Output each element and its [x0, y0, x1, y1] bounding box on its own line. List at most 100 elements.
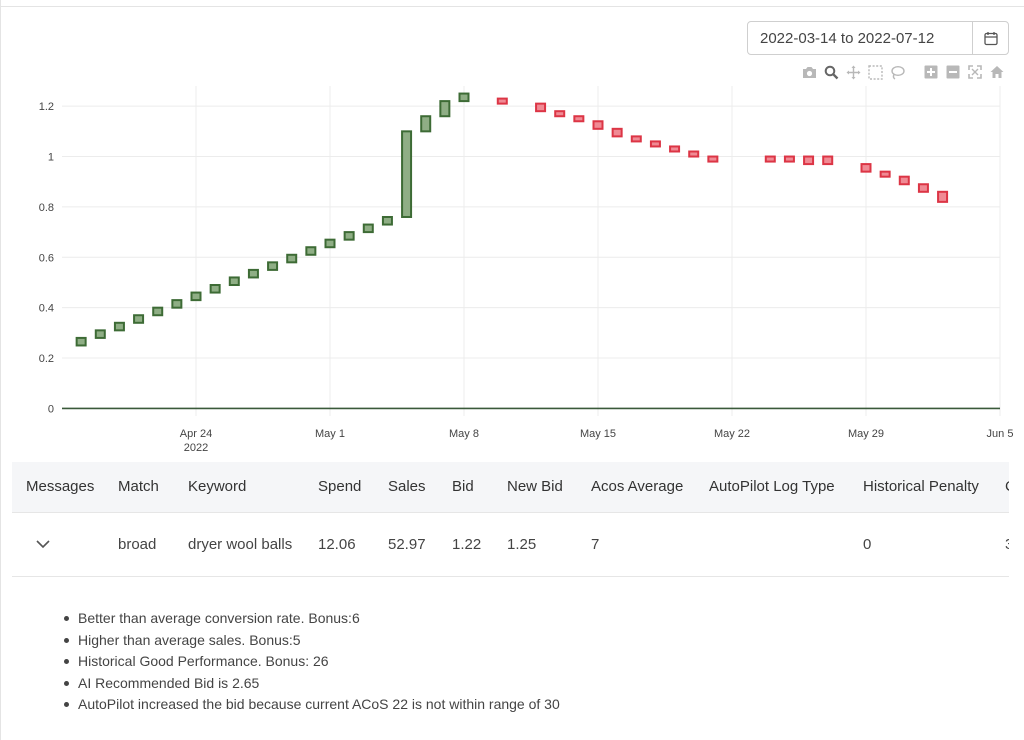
- candles: [75, 92, 949, 347]
- log-table: Messages Match Keyword Spend Sales Bid N…: [12, 462, 1009, 577]
- reset-axes-icon[interactable]: [989, 64, 1005, 80]
- messages-cell: [12, 512, 104, 576]
- candle-increasing: [228, 276, 240, 287]
- candle-decreasing: [535, 102, 547, 113]
- spend-cell: 12.06: [318, 535, 356, 553]
- bid-messages-list: Better than average conversion rate. Bon…: [62, 608, 560, 716]
- list-item: Higher than average sales. Bonus:5: [62, 630, 560, 652]
- y-tick-label: 0.6: [39, 252, 54, 264]
- x-tick-label: May 22: [714, 428, 750, 440]
- column-header-c[interactable]: C: [991, 462, 1009, 513]
- candle-decreasing: [898, 175, 910, 186]
- list-item: Better than average conversion rate. Bon…: [62, 608, 560, 630]
- top-divider: [0, 6, 1024, 7]
- candle-increasing: [209, 284, 221, 294]
- y-tick-label: 1.2: [39, 101, 54, 113]
- table-header-row: Messages Match Keyword Spend Sales Bid N…: [12, 462, 1009, 513]
- candle-increasing: [75, 336, 87, 347]
- candle-increasing: [152, 306, 164, 317]
- x-tick-label: May 8: [449, 428, 479, 440]
- candle-decreasing: [860, 163, 872, 173]
- historical-penalty-cell: 0: [863, 535, 872, 553]
- row-expand-button[interactable]: [26, 539, 50, 549]
- x-tick-label: May 29: [848, 428, 884, 440]
- column-header-historical-penalty[interactable]: Historical Penalty: [849, 462, 991, 513]
- candle-increasing: [267, 261, 279, 271]
- candle-decreasing: [611, 127, 623, 138]
- date-range-value[interactable]: 2022-03-14 to 2022-07-12: [760, 29, 935, 47]
- candle-decreasing: [707, 155, 719, 163]
- y-axis-ticks: 0 0.2 0.4 0.6 0.8 1 1.2: [39, 101, 54, 415]
- candle-decreasing: [573, 115, 585, 123]
- column-header-keyword[interactable]: Keyword: [174, 462, 304, 513]
- x-tick-label: May 1: [315, 428, 345, 440]
- new-bid-cell: 1.25: [507, 535, 537, 553]
- column-header-sales[interactable]: Sales: [374, 462, 438, 513]
- candle-increasing: [381, 215, 393, 226]
- candle-increasing: [286, 253, 298, 264]
- y-tick-label: 0.4: [39, 303, 54, 315]
- candle-increasing: [171, 299, 183, 309]
- box-select-icon[interactable]: [867, 64, 883, 80]
- y-tick-label: 0.2: [39, 353, 54, 365]
- acos-average-cell: 7: [591, 535, 600, 553]
- candle-decreasing: [669, 145, 681, 153]
- candle-increasing: [420, 115, 432, 133]
- candle-decreasing: [649, 140, 661, 148]
- zoom-out-icon[interactable]: [945, 64, 961, 80]
- table-row: broad dryer wool balls 12.06 52.97 1.22 …: [12, 512, 1009, 576]
- camera-icon[interactable]: [801, 64, 817, 80]
- candle-increasing: [247, 268, 259, 279]
- x-tick-label: May 15: [580, 428, 616, 440]
- y-tick-label: 0: [48, 403, 54, 415]
- y-tick-label: 1: [48, 152, 54, 164]
- candle-decreasing: [783, 155, 795, 163]
- candle-decreasing: [554, 110, 566, 118]
- candle-increasing: [401, 130, 413, 218]
- column-header-bid[interactable]: Bid: [438, 462, 493, 513]
- column-header-acos-average[interactable]: Acos Average: [577, 462, 695, 513]
- autopilot-log-type-cell: [695, 512, 849, 576]
- lasso-icon[interactable]: [889, 64, 905, 80]
- calendar-button[interactable]: [972, 22, 1008, 54]
- column-header-new-bid[interactable]: New Bid: [493, 462, 577, 513]
- date-range-picker[interactable]: 2022-03-14 to 2022-07-12: [747, 21, 1009, 55]
- autoscale-icon[interactable]: [967, 64, 983, 80]
- zoom-in-icon[interactable]: [923, 64, 939, 80]
- candle-decreasing: [803, 155, 815, 166]
- chart-modebar: [801, 63, 1011, 81]
- y-tick-label: 0.8: [39, 202, 54, 214]
- candle-decreasing: [592, 120, 604, 130]
- column-header-spend[interactable]: Spend: [304, 462, 374, 513]
- candle-increasing: [439, 100, 451, 118]
- bid-cell: 1.22: [452, 535, 482, 553]
- sales-cell: 52.97: [388, 535, 426, 553]
- autopilot-log-table: Messages Match Keyword Spend Sales Bid N…: [12, 462, 1009, 577]
- candle-decreasing: [822, 155, 834, 166]
- list-item: AutoPilot increased the bid because curr…: [62, 694, 560, 716]
- candle-decreasing: [688, 150, 700, 158]
- zoom-icon[interactable]: [823, 64, 839, 80]
- column-header-autopilot-log-type[interactable]: AutoPilot Log Type: [695, 462, 849, 513]
- chart-grid: [62, 86, 1001, 416]
- bid-history-chart: 0 0.2 0.4 0.6 0.8 1 1.2 Apr 24 2022 May 1 May 8 Ma…: [0, 80, 1024, 465]
- keyword-cell: dryer wool balls: [188, 535, 293, 553]
- candle-decreasing: [764, 155, 776, 163]
- column-header-match[interactable]: Match: [104, 462, 174, 513]
- candle-decreasing: [917, 183, 929, 193]
- c-cell: 3: [991, 512, 1009, 576]
- x-tick-label: Jun 5: [987, 428, 1014, 440]
- x-tick-sublabel: 2022: [184, 442, 208, 454]
- candle-decreasing: [879, 170, 891, 178]
- candle-increasing: [362, 223, 374, 234]
- list-item: Historical Good Performance. Bonus: 26: [62, 651, 560, 673]
- list-item: AI Recommended Bid is 2.65: [62, 673, 560, 695]
- pan-icon[interactable]: [845, 64, 861, 80]
- column-header-messages[interactable]: Messages: [12, 462, 104, 513]
- candlestick-chart-svg: 0 0.2 0.4 0.6 0.8 1 1.2 Apr 24 2022 May 1 May 8 Ma…: [39, 86, 1014, 454]
- candle-increasing: [133, 314, 145, 324]
- candle-increasing: [190, 291, 202, 302]
- candle-increasing: [343, 231, 355, 241]
- match-cell: broad: [118, 535, 157, 553]
- calendar-icon: [983, 31, 998, 45]
